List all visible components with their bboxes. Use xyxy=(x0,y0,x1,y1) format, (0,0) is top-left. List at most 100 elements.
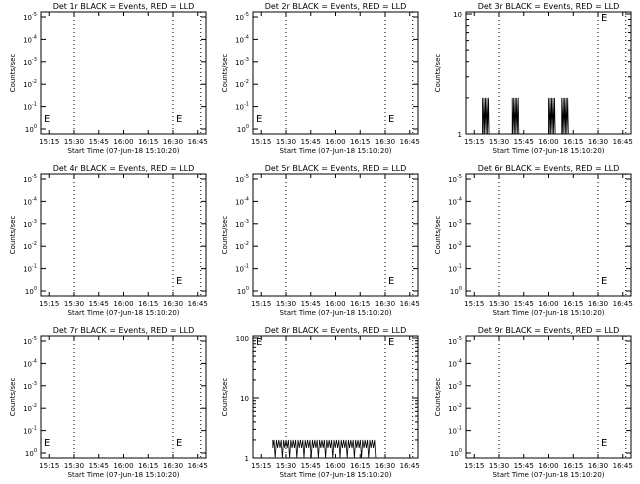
y-tick-label: 10-4 xyxy=(448,196,462,206)
x-tick-label: 15:45 xyxy=(89,300,109,308)
x-tick-label: 15:30 xyxy=(64,462,84,470)
y-tick-exponent: -3 xyxy=(32,219,37,225)
x-tick-label: 16:45 xyxy=(400,462,420,470)
x-tick-label: 15:15 xyxy=(464,138,484,146)
y-tick-exponent: -3 xyxy=(32,381,37,387)
y-tick-exponent: -5 xyxy=(32,336,37,342)
event-marker-label: E xyxy=(388,337,394,348)
y-tick-exponent: -4 xyxy=(457,196,462,202)
x-axis-label: Start Time (07-Jun-18 15:10:20) xyxy=(493,309,605,317)
x-tick-label: 16:00 xyxy=(113,138,133,146)
y-tick-label: 10-4 xyxy=(235,196,249,206)
x-tick-label: 16:45 xyxy=(188,138,208,146)
x-tick-label: 15:15 xyxy=(39,138,59,146)
event-marker-label: E xyxy=(256,114,262,125)
y-tick-exponent: -3 xyxy=(244,57,249,63)
y-tick-exponent: -2 xyxy=(244,79,249,85)
x-axis-label: Start Time (07-Jun-18 15:10:20) xyxy=(280,309,392,317)
y-tick-exponent: -5 xyxy=(244,174,249,180)
y-tick-label: 10-1 xyxy=(23,264,37,274)
y-tick-label: 100 xyxy=(450,448,462,458)
y-tick-exponent: -3 xyxy=(32,57,37,63)
x-tick-label: 15:45 xyxy=(301,300,321,308)
y-tick-exponent: -4 xyxy=(32,34,37,40)
y-tick-label: 10-4 xyxy=(448,358,462,368)
panel-title: Det 6r BLACK = Events, RED = LLD xyxy=(478,164,620,173)
x-tick-label: 15:15 xyxy=(39,462,59,470)
x-axis-label: Start Time (07-Jun-18 15:10:20) xyxy=(280,147,392,155)
x-tick-label: 15:30 xyxy=(276,300,296,308)
y-tick-exponent: -3 xyxy=(244,219,249,225)
y-tick-exponent: -4 xyxy=(244,196,249,202)
y-tick-label: 1 xyxy=(458,131,462,139)
y-tick-label: 1 xyxy=(245,455,249,463)
y-tick-exponent: -4 xyxy=(32,196,37,202)
y-tick-exponent: -1 xyxy=(457,426,462,432)
y-tick-label: 10-2 xyxy=(23,403,37,413)
y-tick-label: 10-5 xyxy=(448,174,462,184)
y-tick-label: 10-2 xyxy=(23,79,37,89)
x-tick-label: 16:00 xyxy=(325,138,345,146)
x-tick-label: 16:00 xyxy=(538,300,558,308)
x-tick-label: 16:00 xyxy=(538,462,558,470)
x-tick-label: 15:30 xyxy=(489,300,509,308)
y-tick-label: 10-1 xyxy=(23,426,37,436)
y-tick-exponent: -1 xyxy=(32,426,37,432)
y-axis-label: Counts/sec xyxy=(221,54,229,93)
y-tick-exponent: -1 xyxy=(457,264,462,270)
x-tick-label: 16:30 xyxy=(588,138,608,146)
x-tick-label: 16:15 xyxy=(138,462,158,470)
y-tick-exponent: 0 xyxy=(246,286,249,292)
y-tick-exponent: -2 xyxy=(32,79,37,85)
y-tick-label: 10-3 xyxy=(448,219,462,229)
x-tick-label: 16:00 xyxy=(325,462,345,470)
y-tick-exponent: -1 xyxy=(32,102,37,108)
y-tick-label: 10-5 xyxy=(235,174,249,184)
y-tick-exponent: -1 xyxy=(32,264,37,270)
y-tick-exponent: -1 xyxy=(244,264,249,270)
y-tick-label: 10-3 xyxy=(235,219,249,229)
x-tick-label: 16:30 xyxy=(163,300,183,308)
event-marker-label: E xyxy=(601,438,607,449)
event-marker-label: E xyxy=(601,276,607,287)
x-tick-label: 15:30 xyxy=(276,138,296,146)
x-tick-label: 15:30 xyxy=(64,300,84,308)
x-tick-label: 16:45 xyxy=(400,138,420,146)
y-tick-label: 10 xyxy=(240,395,249,403)
x-tick-label: 15:15 xyxy=(251,462,271,470)
y-tick-label: 10-1 xyxy=(448,426,462,436)
y-tick-label: 10-3 xyxy=(235,57,249,67)
y-tick-label: 100 xyxy=(25,286,37,296)
y-tick-label: 10-4 xyxy=(235,34,249,44)
x-tick-label: 16:00 xyxy=(113,462,133,470)
y-tick-exponent: -3 xyxy=(457,381,462,387)
x-axis-label: Start Time (07-Jun-18 15:10:20) xyxy=(493,147,605,155)
x-axis-label: Start Time (07-Jun-18 15:10:20) xyxy=(280,471,392,479)
x-tick-label: 15:45 xyxy=(301,138,321,146)
y-tick-exponent: 0 xyxy=(246,124,249,130)
x-tick-label: 16:15 xyxy=(350,138,370,146)
y-axis-label: Counts/sec xyxy=(9,378,17,417)
event-series xyxy=(511,97,520,135)
y-tick-label: 100 xyxy=(237,124,249,134)
event-marker-label: E xyxy=(176,276,182,287)
x-tick-label: 16:30 xyxy=(588,462,608,470)
y-tick-exponent: -2 xyxy=(32,241,37,247)
x-axis-label: Start Time (07-Jun-18 15:10:20) xyxy=(68,147,180,155)
event-series xyxy=(272,439,377,459)
y-tick-label: 10-5 xyxy=(235,12,249,22)
y-tick-exponent: -4 xyxy=(457,358,462,364)
event-marker-label: E xyxy=(44,114,50,125)
y-tick-label: 10-3 xyxy=(448,381,462,391)
y-axis-label: Counts/sec xyxy=(434,216,442,255)
x-axis-label: Start Time (07-Jun-18 15:10:20) xyxy=(68,471,180,479)
x-tick-label: 15:45 xyxy=(514,300,534,308)
x-tick-label: 15:30 xyxy=(489,138,509,146)
y-axis-label: Counts/sec xyxy=(9,54,17,93)
x-tick-label: 15:45 xyxy=(514,138,534,146)
y-axis-label: Counts/sec xyxy=(221,378,229,417)
event-series xyxy=(561,97,569,135)
x-tick-label: 16:45 xyxy=(188,462,208,470)
x-tick-label: 16:00 xyxy=(113,300,133,308)
